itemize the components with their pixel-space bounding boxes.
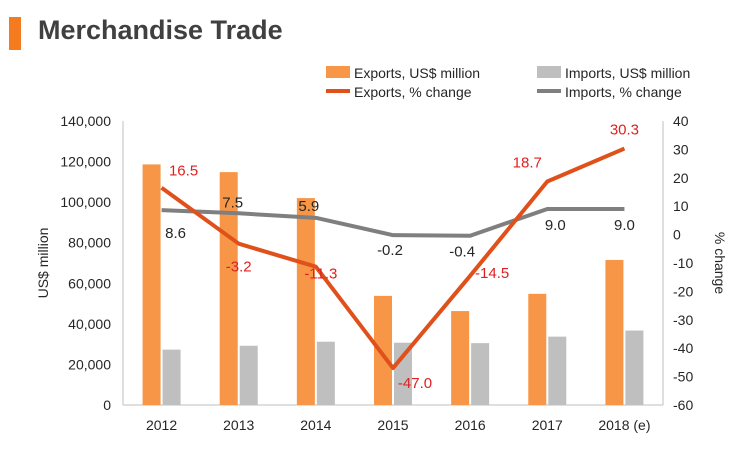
y2-tick-label: -60 <box>673 397 693 413</box>
exports-change-label: -11.3 <box>304 266 337 283</box>
imports-bar <box>471 343 490 405</box>
y-tick-label: 0 <box>103 397 111 413</box>
y2-tick-label: -10 <box>673 255 693 271</box>
imports-bar <box>625 330 644 405</box>
exports-bar <box>374 295 392 405</box>
imports-bar <box>239 345 258 405</box>
y-axis-title: US$ million <box>35 228 51 299</box>
exports-change-line <box>160 146 626 371</box>
chart-title: Merchandise Trade <box>38 15 283 45</box>
x-tick-label: 2012 <box>146 417 177 433</box>
imports-change-line <box>161 207 625 238</box>
y-tick-label: 120,000 <box>60 154 111 170</box>
y2-tick-label: -50 <box>673 369 693 385</box>
y2-tick-label: -40 <box>673 340 693 356</box>
imports-change-label: -0.4 <box>449 244 475 261</box>
y-tick-label: 100,000 <box>60 194 111 210</box>
imports-bar <box>162 349 181 405</box>
exports-bar <box>142 164 161 405</box>
exports-change-label: -47.0 <box>398 375 432 392</box>
legend-imports-bar-label: Imports, US$ million <box>565 65 690 81</box>
exports-change-label: 18.7 <box>513 154 542 171</box>
exports-change-label: 16.5 <box>169 163 198 180</box>
exports-change-label: -3.2 <box>226 259 252 276</box>
y2-tick-label: -20 <box>673 283 693 299</box>
title-accent-bar <box>9 17 21 50</box>
legend-exports-bar-label: Exports, US$ million <box>354 65 480 81</box>
exports-bar <box>528 293 547 405</box>
x-tick-label: 2017 <box>532 417 563 433</box>
y-tick-label: 60,000 <box>68 275 111 291</box>
y2-axis-title: % change <box>712 232 728 294</box>
x-tick-label: 2018 (e) <box>598 417 650 433</box>
imports-bar <box>316 341 335 405</box>
y2-tick-label: 40 <box>673 113 689 129</box>
y2-tick-label: 0 <box>673 227 681 243</box>
exports-bar <box>451 311 470 405</box>
x-tick-label: 2016 <box>455 417 486 433</box>
y-tick-label: 20,000 <box>68 356 111 372</box>
imports-change-label: 8.6 <box>165 225 186 242</box>
legend-imports-line-label: Imports, % change <box>565 84 682 100</box>
y2-tick-label: -30 <box>673 312 693 328</box>
imports-bar <box>394 342 412 405</box>
x-tick-label: 2014 <box>300 417 331 433</box>
x-tick-label: 2015 <box>377 417 408 433</box>
legend-imports-bar-swatch <box>537 66 561 78</box>
y-tick-label: 80,000 <box>68 235 111 251</box>
legend-exports-line-label: Exports, % change <box>354 84 472 100</box>
y-tick-label: 140,000 <box>60 113 111 129</box>
legend-exports-bar-swatch <box>326 66 350 78</box>
y-tick-label: 40,000 <box>68 316 111 332</box>
y2-tick-label: 10 <box>673 198 689 214</box>
imports-change-label: -0.2 <box>377 242 403 259</box>
exports-bar <box>219 172 238 405</box>
imports-change-label: 5.9 <box>298 198 319 215</box>
y2-tick-label: 20 <box>673 170 689 186</box>
exports-bar <box>296 198 315 405</box>
exports-bar <box>605 259 624 405</box>
x-tick-label: 2013 <box>223 417 254 433</box>
imports-bar <box>548 336 567 405</box>
imports-change-label: 7.5 <box>222 194 243 211</box>
imports-change-label: 9.0 <box>545 217 566 234</box>
exports-change-label: -14.5 <box>475 265 509 282</box>
exports-change-label: 30.3 <box>610 122 639 139</box>
y2-tick-label: 30 <box>673 141 689 157</box>
imports-change-label: 9.0 <box>614 217 635 234</box>
